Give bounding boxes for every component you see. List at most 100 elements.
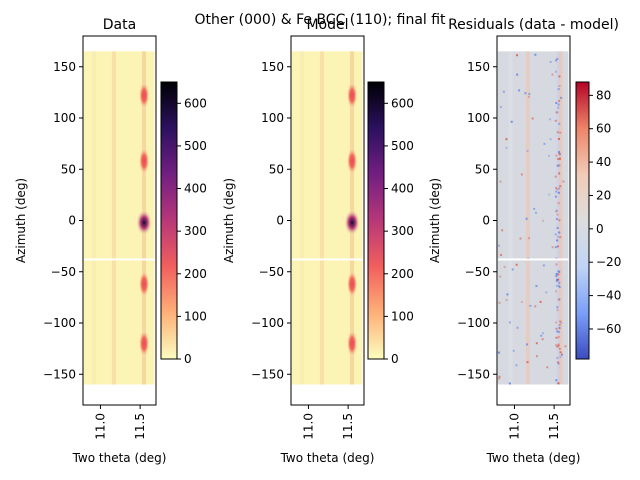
- residual-speck: [559, 236, 562, 239]
- residual-speck: [549, 118, 552, 121]
- heatmap-peak: [138, 147, 150, 176]
- colorbar-tick-label: 200: [184, 267, 207, 281]
- heatmap-peak: [138, 270, 150, 299]
- residual-speck: [559, 320, 562, 323]
- residual-speck: [557, 343, 560, 346]
- heatmap-peak: [138, 81, 150, 110]
- residual-speck: [558, 281, 561, 284]
- y-tick-label: 150: [467, 60, 490, 74]
- colorbar-tick-label: 100: [184, 309, 207, 323]
- colorbar-tick-label: 500: [391, 139, 414, 153]
- residual-speck: [554, 246, 557, 249]
- heatmap-peak: [346, 270, 358, 299]
- residual-speck: [555, 344, 558, 347]
- y-tick-label: 0: [68, 214, 76, 228]
- residual-speck: [546, 366, 549, 369]
- residual-speck: [554, 175, 557, 178]
- residual-speck: [549, 60, 552, 63]
- colorbar-tick-label: −60: [596, 322, 621, 336]
- y-tick-label: 100: [53, 111, 76, 125]
- colorbar-tick-label: −40: [596, 289, 621, 303]
- colorbar-tick-label: 0: [184, 352, 192, 366]
- colorbar: [367, 81, 385, 360]
- heatmap-streak: [300, 51, 305, 385]
- residual-speck: [499, 253, 502, 256]
- residual-speck: [512, 349, 515, 352]
- y-tick-label: 0: [276, 214, 284, 228]
- heatmap-streak: [556, 51, 561, 385]
- residual-speck: [549, 138, 552, 141]
- colorbar-tick-label: 80: [596, 88, 611, 102]
- residual-speck: [557, 298, 560, 301]
- residual-speck: [545, 291, 548, 294]
- residual-speck: [502, 90, 505, 93]
- y-axis-label: Azimuth (deg): [14, 178, 28, 263]
- residual-speck: [559, 355, 562, 358]
- residual-speck: [556, 306, 559, 309]
- residual-speck: [518, 89, 521, 92]
- residual-speck: [542, 332, 545, 335]
- y-tick-label: 50: [475, 162, 490, 176]
- residual-speck: [501, 229, 504, 232]
- panel-1: −150 −100 −50 0 50 100 150 11.0 11.5 Model Two the…: [222, 17, 414, 465]
- residual-speck: [558, 84, 561, 87]
- residual-speck: [558, 286, 561, 289]
- colorbar-tick-label: 40: [596, 155, 611, 169]
- heatmap-peak: [346, 147, 358, 176]
- residual-speck: [498, 301, 501, 304]
- residual-speck: [557, 137, 560, 140]
- residual-speck: [560, 321, 563, 324]
- heatmap-streak: [508, 51, 513, 385]
- colorbar-tick-label: 600: [391, 96, 414, 110]
- residual-speck: [525, 217, 528, 220]
- x-tick-label: 11.5: [341, 413, 355, 440]
- y-tick-label: −50: [51, 265, 76, 279]
- colorbar-tick-label: 300: [391, 224, 414, 238]
- residual-speck: [557, 158, 560, 161]
- residual-speck: [558, 75, 561, 78]
- residual-speck: [557, 270, 560, 273]
- residual-speck: [557, 106, 560, 109]
- x-tick-label: 11.0: [93, 413, 107, 440]
- residual-speck: [555, 379, 558, 382]
- heatmap-peak: [346, 329, 358, 358]
- residual-speck: [515, 364, 518, 367]
- residual-speck: [554, 119, 557, 122]
- colorbar-tick-label: 60: [596, 122, 611, 136]
- residual-speck: [551, 73, 554, 76]
- residual-speck: [516, 73, 519, 76]
- y-tick-label: −100: [43, 316, 76, 330]
- colorbar-tick-label: 400: [184, 182, 207, 196]
- residual-speck: [555, 336, 558, 339]
- residual-speck: [558, 151, 561, 154]
- residual-speck: [557, 362, 560, 365]
- residual-speck: [556, 356, 559, 359]
- residual-speck: [520, 173, 523, 176]
- residual-speck: [555, 154, 558, 157]
- residual-speck: [562, 180, 565, 183]
- residual-speck: [555, 263, 558, 266]
- residual-speck: [529, 304, 532, 307]
- residual-speck: [506, 293, 509, 296]
- residual-speck: [555, 187, 558, 190]
- axes-title: Data: [103, 17, 136, 33]
- residual-speck: [556, 278, 559, 281]
- residual-speck: [555, 190, 558, 193]
- colorbar-tick-label: 0: [596, 222, 604, 236]
- y-tick-label: 100: [467, 111, 490, 125]
- residual-speck: [524, 92, 527, 95]
- residual-speck: [535, 342, 538, 345]
- residual-speck: [516, 54, 519, 57]
- residual-speck: [542, 219, 545, 222]
- residual-speck: [555, 327, 558, 330]
- heatmap-streak: [525, 51, 530, 385]
- y-tick-label: −50: [465, 265, 490, 279]
- residual-speck: [551, 246, 554, 249]
- panel-0: −150 −100 −50 0 50 100 150 11.0 11.5 Data Two thet…: [14, 17, 207, 465]
- y-tick-label: 50: [269, 162, 284, 176]
- residual-speck: [526, 361, 529, 364]
- residual-speck: [533, 207, 536, 210]
- residual-speck: [554, 70, 557, 73]
- residual-speck: [556, 330, 559, 333]
- x-axis-label: Two theta (deg): [280, 451, 375, 465]
